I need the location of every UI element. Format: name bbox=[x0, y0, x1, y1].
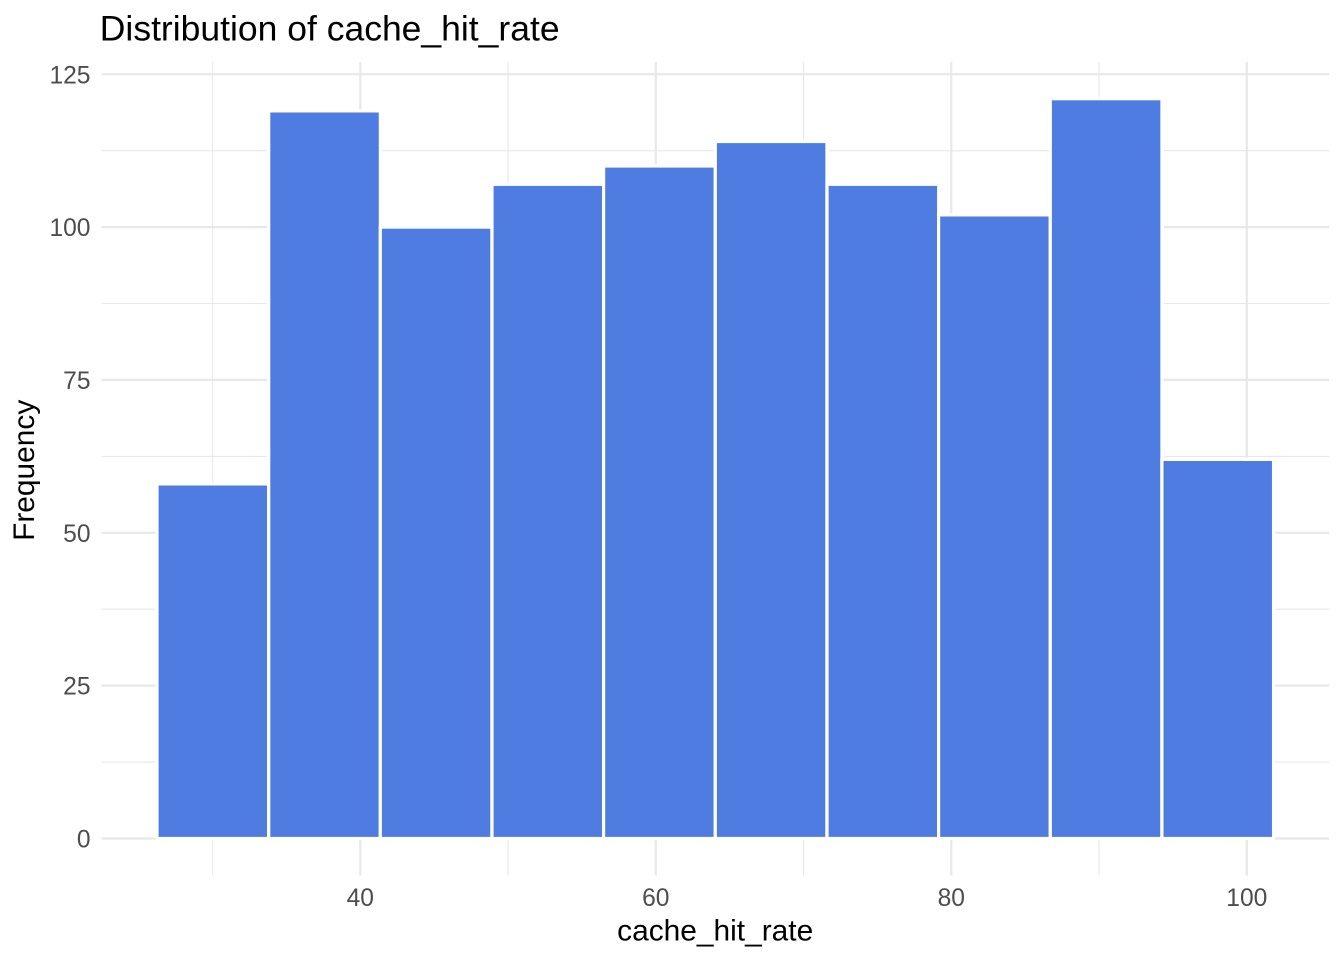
svg-text:25: 25 bbox=[63, 674, 90, 701]
svg-text:125: 125 bbox=[49, 62, 90, 89]
svg-text:cache_hit_rate: cache_hit_rate bbox=[617, 915, 813, 948]
svg-text:Distribution of cache_hit_rate: Distribution of cache_hit_rate bbox=[100, 9, 560, 49]
svg-text:100: 100 bbox=[1226, 885, 1267, 912]
svg-text:100: 100 bbox=[49, 215, 90, 242]
svg-text:60: 60 bbox=[642, 885, 669, 912]
svg-text:75: 75 bbox=[63, 368, 90, 395]
svg-text:0: 0 bbox=[77, 827, 91, 854]
svg-text:80: 80 bbox=[938, 885, 965, 912]
svg-text:40: 40 bbox=[347, 885, 374, 912]
svg-text:Frequency: Frequency bbox=[8, 400, 41, 541]
svg-text:50: 50 bbox=[63, 521, 90, 548]
